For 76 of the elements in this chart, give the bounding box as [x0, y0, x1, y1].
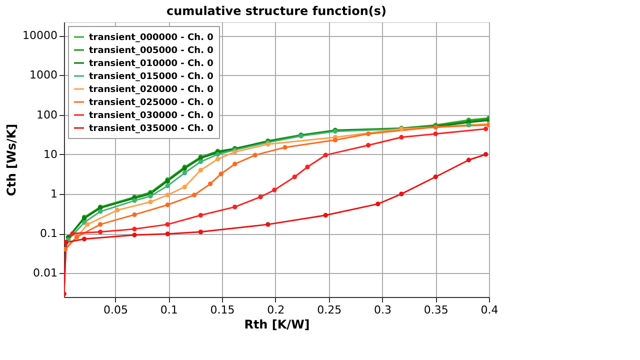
point — [132, 212, 137, 218]
point — [483, 152, 488, 157]
y-tick-label: 0.01 — [33, 266, 58, 280]
legend-label: transient_020000 - Ch. 0 — [89, 85, 214, 95]
x-tick-label: 0.3 — [374, 304, 392, 316]
point — [148, 200, 153, 204]
x-tick-label: 0.1 — [160, 304, 178, 316]
point — [282, 145, 288, 150]
point — [165, 202, 170, 208]
point — [165, 192, 170, 198]
point — [323, 152, 328, 158]
point — [366, 131, 371, 136]
point — [232, 204, 238, 210]
point — [85, 222, 90, 227]
y-tick-label: 100 — [36, 108, 58, 122]
point — [272, 188, 277, 192]
point — [98, 209, 103, 214]
point — [165, 232, 170, 236]
x-tick-label: 0.4 — [480, 304, 498, 316]
legend-label: transient_000000 - Ch. 0 — [89, 33, 214, 43]
point — [165, 184, 170, 188]
x-tick-label: 0.25 — [317, 304, 342, 316]
point — [132, 198, 137, 203]
point — [305, 164, 310, 170]
y-tick-label: 10000 — [22, 29, 58, 42]
point — [366, 142, 371, 148]
point — [433, 174, 438, 180]
legend-label: transient_030000 - Ch. 0 — [89, 111, 214, 121]
point — [376, 202, 380, 206]
point — [466, 122, 472, 128]
y-axis-title: Cth [Ws/K] — [4, 124, 19, 196]
point — [323, 212, 328, 218]
point — [132, 232, 137, 238]
point — [98, 230, 103, 234]
point — [98, 222, 103, 227]
point — [115, 208, 120, 212]
point — [182, 184, 188, 190]
point — [258, 194, 263, 200]
x-tick-label: 0.05 — [104, 304, 128, 316]
point — [215, 156, 220, 162]
point — [466, 158, 472, 162]
y-tick-label: 1000 — [30, 68, 58, 82]
point — [399, 134, 404, 140]
point — [232, 162, 238, 166]
point — [192, 192, 197, 198]
point — [165, 222, 170, 227]
x-tick-label: 0.15 — [210, 304, 235, 316]
point — [252, 152, 258, 158]
point — [198, 230, 204, 234]
point — [433, 131, 438, 136]
y-tick-label: 1 — [50, 187, 58, 200]
point — [332, 138, 338, 142]
chart-title: cumulative structure function(s) — [166, 4, 387, 18]
point — [82, 236, 87, 242]
legend-label: transient_005000 - Ch. 0 — [89, 46, 214, 56]
point — [198, 168, 204, 172]
legend-label: transient_015000 - Ch. 0 — [89, 72, 214, 82]
point — [292, 174, 297, 180]
point — [182, 170, 188, 176]
x-axis-title: Rth [K/W] — [244, 318, 310, 332]
point — [132, 226, 137, 232]
point — [266, 222, 270, 227]
legend-label: transient_010000 - Ch. 0 — [89, 59, 214, 69]
point — [399, 192, 404, 196]
x-tick-label: 0.35 — [424, 304, 448, 316]
point — [70, 231, 75, 236]
x-tick-label: 0.2 — [267, 304, 285, 316]
point — [198, 212, 204, 218]
point — [483, 126, 488, 132]
point — [198, 159, 204, 164]
legend-label: transient_035000 - Ch. 0 — [89, 124, 214, 134]
point — [208, 182, 213, 186]
y-tick-label: 0.1 — [40, 227, 58, 240]
y-tick-label: 10 — [44, 148, 58, 161]
point — [218, 172, 224, 176]
legend-label: transient_025000 - Ch. 0 — [89, 98, 214, 108]
